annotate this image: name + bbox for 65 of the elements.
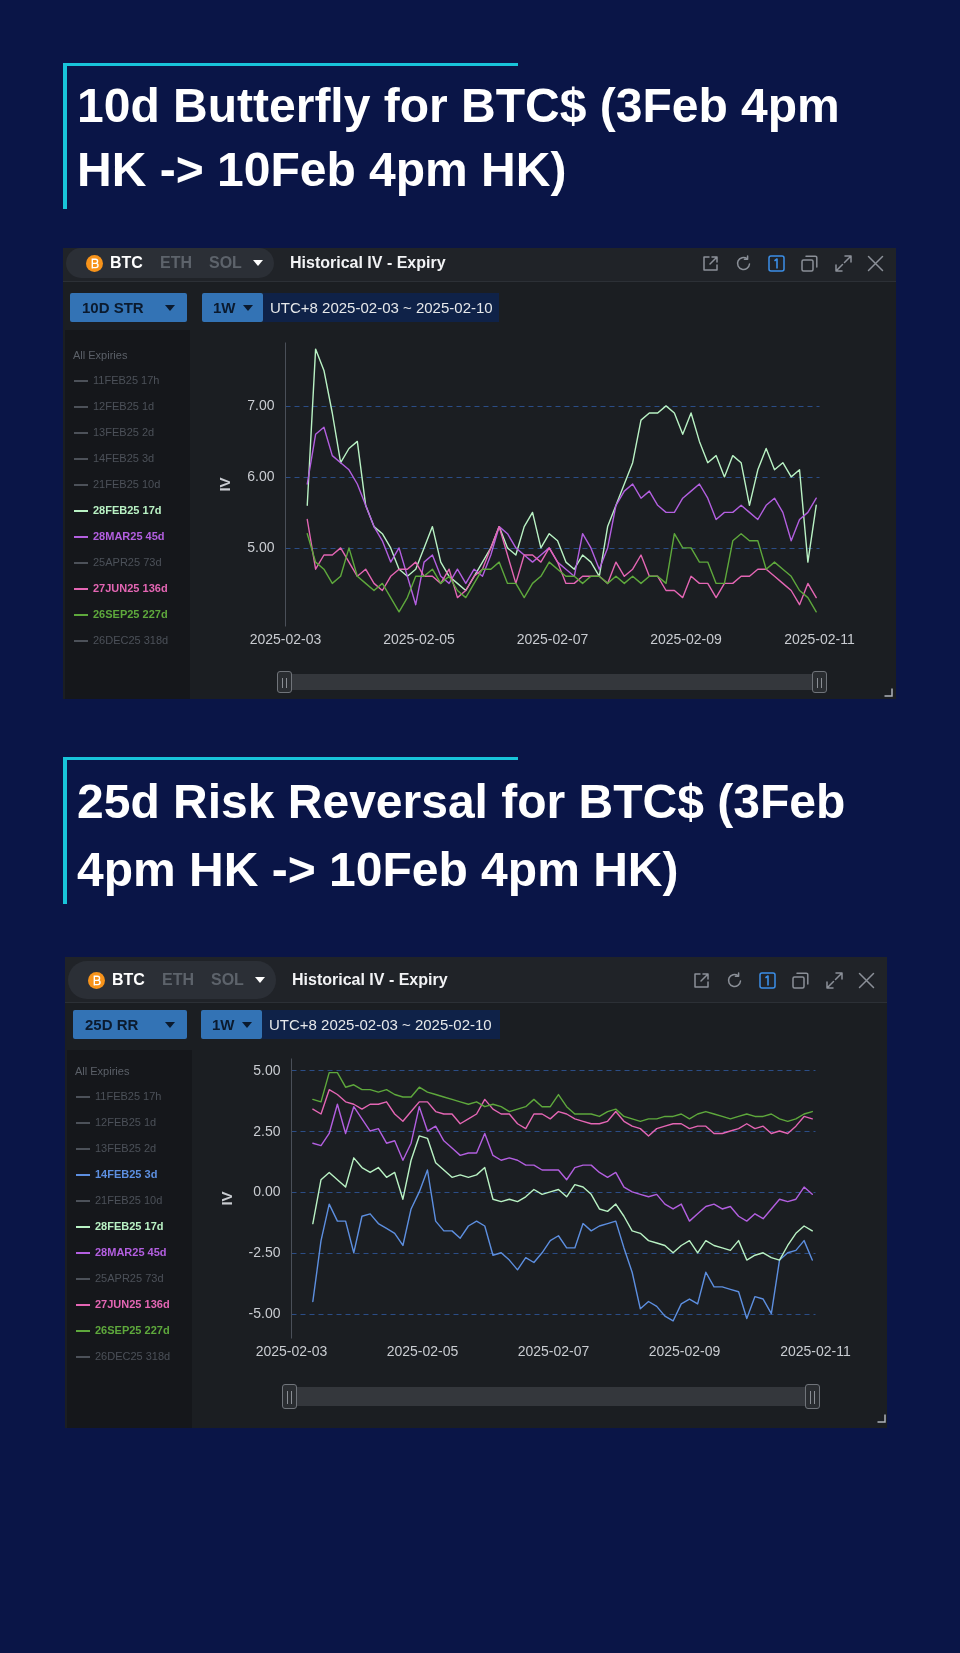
y-tick-label: -5.00 — [248, 1305, 281, 1322]
line-series — [312, 1169, 813, 1322]
legend-label: 12FEB25 1d — [93, 400, 155, 412]
x-tick-label: 2025-02-11 — [784, 630, 855, 647]
text: 25D RR — [85, 1016, 139, 1033]
y-tick-label: 5.00 — [247, 539, 275, 556]
line-series — [312, 1088, 813, 1137]
legend-label: 26SEP25 227d — [95, 1324, 170, 1336]
legend-label: 28FEB25 17d — [95, 1220, 164, 1232]
text: UTC+8 2025-02-03 ~ 2025-02-10 — [270, 299, 493, 316]
text: 1W — [212, 1016, 235, 1033]
legend-title: All Expiries — [75, 1065, 130, 1077]
legend-label: 26SEP25 227d — [93, 608, 168, 620]
x-tick-label: 2025-02-07 — [516, 630, 589, 647]
x-tick-label: 2025-02-05 — [383, 630, 456, 647]
line-series — [306, 348, 817, 592]
line-series — [312, 1103, 813, 1222]
legend-label: 28FEB25 17d — [93, 504, 162, 516]
legend-label: 25APR25 73d — [93, 556, 162, 568]
legend-label: 25APR25 73d — [95, 1272, 164, 1284]
y-tick-label: 7.00 — [247, 397, 275, 414]
legend-label: 11FEB25 17h — [95, 1090, 162, 1102]
line-series — [306, 426, 817, 606]
x-tick-label: 2025-02-03 — [255, 1342, 328, 1359]
legend-label: 26DEC25 318d — [93, 634, 169, 646]
y-tick-label: 5.00 — [253, 1061, 281, 1078]
legend-title: All Expiries — [73, 349, 128, 361]
x-tick-label: 2025-02-07 — [517, 1342, 590, 1359]
x-tick-label: 2025-02-09 — [648, 1342, 721, 1359]
legend-label: 13FEB25 2d — [93, 426, 155, 438]
legend-label: 13FEB25 2d — [95, 1142, 157, 1154]
x-tick-label: 2025-02-09 — [650, 630, 723, 647]
y-tick-label: 0.00 — [253, 1183, 281, 1200]
line-series — [312, 1071, 813, 1122]
legend-label: 21FEB25 10d — [95, 1194, 163, 1206]
legend-label: 27JUN25 136d — [93, 582, 168, 594]
text: UTC+8 2025-02-03 ~ 2025-02-10 — [269, 1016, 492, 1033]
legend-label: 21FEB25 10d — [93, 478, 161, 490]
text: 1W — [213, 299, 236, 316]
y-tick-label: -2.50 — [248, 1244, 281, 1261]
chart-title: 10d Butterfly for BTC$ (3Feb 4pm HK -> 10Feb 4pm HK) — [77, 78, 841, 198]
legend-label: 28MAR25 45d — [95, 1246, 167, 1258]
y-tick-label: 2.50 — [253, 1122, 281, 1139]
legend-label: 14FEB25 3d — [95, 1168, 158, 1180]
chart-subtitle: Historical IV - Expiry — [290, 254, 446, 271]
chart-title: 25d Risk Reversal for BTC$ (3Feb 4pm HK -> 10Feb 4pm HK) — [77, 774, 847, 898]
x-tick-label: 2025-02-03 — [249, 630, 322, 647]
y-axis-title: IV — [216, 477, 234, 492]
line-series — [312, 1135, 813, 1261]
legend-label: 11FEB25 17h — [93, 374, 160, 386]
y-tick-label: 6.00 — [247, 468, 275, 485]
x-tick-label: 2025-02-05 — [386, 1342, 459, 1359]
legend-label: 28MAR25 45d — [93, 530, 165, 542]
text: 10D STR — [82, 299, 144, 316]
legend-label: 27JUN25 136d — [95, 1298, 170, 1310]
x-tick-label: 2025-02-11 — [780, 1342, 851, 1359]
line-series — [306, 533, 817, 613]
legend-label: 26DEC25 318d — [95, 1350, 171, 1362]
line-series — [306, 518, 817, 606]
text: BTC — [112, 971, 145, 988]
legend-label: 12FEB25 1d — [95, 1116, 157, 1128]
legend-label: 14FEB25 3d — [93, 452, 155, 464]
chart-subtitle: Historical IV - Expiry — [292, 971, 448, 988]
y-axis-title: IV — [217, 1191, 235, 1206]
text: BTC — [110, 254, 143, 271]
